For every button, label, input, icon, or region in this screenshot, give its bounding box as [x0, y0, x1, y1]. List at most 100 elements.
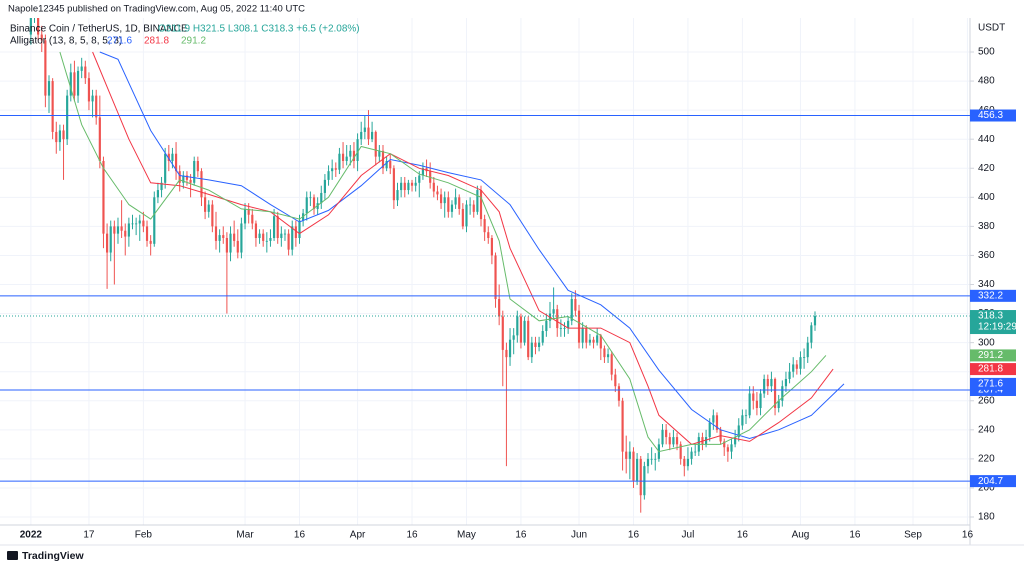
candle-body — [331, 168, 334, 172]
candle-body — [625, 451, 628, 459]
candle-body — [792, 364, 795, 372]
candle-body — [247, 208, 250, 215]
x-tick-label: 16 — [406, 530, 418, 541]
candle-body — [145, 226, 149, 241]
candle-body — [265, 240, 268, 242]
alligator-price-label: 291.2 — [978, 350, 1003, 361]
candle-body — [675, 437, 679, 445]
candle-body — [98, 117, 101, 161]
candle-body — [606, 354, 610, 358]
candle-body — [135, 223, 138, 225]
candle-body — [120, 226, 123, 231]
candle-body — [171, 153, 174, 161]
candle-body — [806, 342, 809, 358]
candle-body — [55, 131, 58, 143]
x-tick-label: Aug — [792, 530, 810, 541]
candle-body — [603, 348, 606, 358]
candle-body — [755, 400, 758, 409]
candle-body — [218, 235, 221, 241]
candle-body — [490, 238, 493, 256]
level-price-label: 456.3 — [978, 110, 1003, 121]
candle-body — [650, 458, 653, 460]
candle-body — [225, 238, 228, 253]
candle-body — [389, 160, 392, 169]
candle-body — [443, 197, 446, 204]
candle-body — [291, 226, 294, 250]
candle-body — [334, 168, 337, 170]
alligator-price-label: 281.8 — [978, 364, 1003, 375]
candle-body — [552, 309, 555, 314]
candle-body — [124, 230, 127, 237]
level-price-label: 267.4 — [978, 385, 1003, 396]
candle-body — [508, 339, 512, 358]
candle-body — [160, 182, 163, 191]
candle-body — [207, 204, 210, 212]
candle-body — [734, 437, 737, 445]
x-tick-label: Mar — [236, 530, 254, 541]
indicator-value: 271.6 — [107, 36, 132, 47]
candle-body — [614, 374, 617, 387]
candle-body — [803, 357, 806, 358]
candle-body — [752, 393, 755, 401]
level-price-label-box — [970, 289, 1016, 302]
candle-body — [447, 197, 450, 212]
candle-body — [458, 197, 461, 209]
candle-body — [668, 437, 671, 445]
candle-body — [378, 150, 381, 157]
candle-body — [436, 191, 439, 195]
candle-body — [193, 160, 196, 183]
candle-body — [80, 66, 83, 71]
candle-body — [744, 415, 748, 417]
alligator-price-label: 271.6 — [978, 379, 1003, 390]
candle-body — [621, 400, 624, 452]
candle-body — [69, 72, 72, 96]
candle-body — [519, 316, 523, 343]
indicator-value: 291.2 — [181, 36, 206, 47]
candle-body — [556, 309, 559, 329]
candle-body — [759, 393, 762, 409]
candle-body — [773, 378, 777, 409]
candle-body — [483, 219, 486, 233]
candle-body — [523, 320, 526, 343]
candle-body — [418, 175, 421, 183]
brand-logo — [7, 551, 18, 560]
candle-body — [138, 220, 141, 224]
candle-body — [784, 378, 788, 387]
candle-body — [810, 325, 813, 343]
candle-body — [251, 214, 254, 224]
candle-body — [723, 441, 726, 448]
candle-body — [142, 220, 145, 227]
x-tick-label: 16 — [849, 530, 861, 541]
x-tick-label: 16 — [737, 530, 749, 541]
candle-body — [741, 415, 744, 426]
candle-body — [596, 335, 599, 343]
candle-body — [243, 208, 247, 224]
candle-body — [730, 444, 733, 452]
alligator-price-label-box — [970, 363, 1016, 376]
y-tick-label: 240 — [978, 424, 995, 435]
y-tick-label: 200 — [978, 483, 995, 494]
candle-body — [559, 328, 562, 329]
candle-body — [646, 458, 650, 467]
candle-body — [385, 160, 388, 169]
candle-body — [345, 156, 348, 161]
candle-body — [116, 226, 120, 234]
brand: TradingView — [22, 550, 84, 562]
candle-body — [189, 179, 192, 183]
candle-body — [421, 168, 425, 176]
candle-body — [686, 458, 690, 467]
candle-body — [563, 328, 566, 329]
candle-body — [679, 444, 682, 459]
candle-body — [40, 34, 43, 41]
x-tick-label: 16 — [515, 530, 527, 541]
x-tick-label: Sep — [904, 530, 922, 541]
candle-body — [367, 127, 370, 140]
y-tick-label: 380 — [978, 221, 995, 232]
candle-body — [102, 160, 105, 234]
candle-body — [178, 171, 181, 183]
alligator-price-label-box — [970, 349, 1016, 362]
candle-body — [592, 339, 595, 343]
candle-body — [280, 233, 283, 239]
